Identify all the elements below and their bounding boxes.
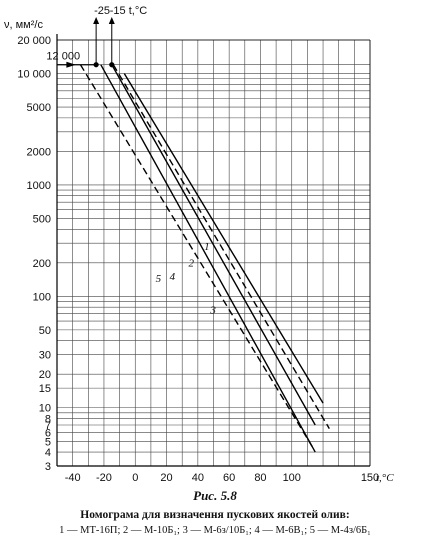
series-line-1 [123, 73, 324, 404]
series-label-2: 2 [188, 258, 194, 270]
marker-label: -25 [94, 5, 110, 17]
y-tick-label: 5000 [27, 102, 51, 114]
series-label-4: 4 [170, 271, 176, 283]
y-tick-label: 3 [45, 461, 51, 473]
series-label-5: 5 [156, 273, 162, 285]
x-tick-label: 60 [223, 472, 235, 484]
marker-label: -15 t,°C [110, 5, 147, 17]
y-tick-label: 1000 [27, 180, 51, 192]
chart-series [57, 17, 330, 453]
reference-label: 12 000 [46, 51, 80, 63]
x-tick-label: 80 [254, 472, 266, 484]
x-tick-label: -40 [65, 472, 81, 484]
marker-arrow-head [108, 17, 115, 24]
y-tick-label: 50 [39, 325, 51, 337]
y-tick-label: 500 [33, 213, 51, 225]
nomogram-chart: 345678101520305010020050010002000500010 … [4, 5, 394, 484]
y-tick-label: 20 000 [17, 35, 51, 47]
x-tick-label: 150 [361, 472, 379, 484]
chart-labels: 345678101520305010020050010002000500010 … [4, 5, 394, 484]
x-tick-label: 20 [160, 472, 172, 484]
figure-title: Номограма для визначення пускових якосте… [80, 509, 350, 521]
y-tick-label: 200 [33, 258, 51, 270]
y-tick-label: 7 [45, 420, 51, 432]
reference-arrow-head [66, 61, 76, 68]
series-line-5 [79, 64, 313, 447]
y-tick-label: 4 [45, 447, 51, 459]
y-tick-label: 10 [39, 403, 51, 415]
y-tick-label: 5 [45, 436, 51, 448]
marker-arrow-head [93, 17, 100, 24]
y-tick-label: 15 [39, 383, 51, 395]
x-axis-title: t,°C [376, 472, 394, 484]
y-tick-label: 6 [45, 427, 51, 439]
x-tick-label: 0 [132, 472, 138, 484]
series-label-3: 3 [209, 305, 216, 317]
x-tick-label: 100 [283, 472, 301, 484]
y-tick-label: 100 [33, 291, 51, 303]
figure-legend: 1 — МТ-16П; 2 — М-10Б₁; 3 — М-6з/10Б₁; 4… [59, 525, 371, 536]
series-label-1: 1 [204, 241, 210, 253]
y-tick-label: 30 [39, 350, 51, 362]
y-tick-label: 2000 [27, 146, 51, 158]
series-line-4 [100, 64, 316, 453]
y-tick-label: 8 [45, 414, 51, 426]
chart-axes [56, 34, 371, 467]
x-tick-label: -20 [96, 472, 112, 484]
y-axis-title: ν, мм²/с [4, 19, 43, 31]
x-tick-label: 40 [192, 472, 204, 484]
y-tick-label: 20 [39, 369, 51, 381]
y-tick-label: 10 000 [17, 69, 51, 81]
figure-number: Рис. 5.8 [193, 488, 237, 503]
chart-grid [56, 39, 371, 467]
series-line-2 [111, 64, 316, 426]
series-line-3 [112, 64, 330, 429]
